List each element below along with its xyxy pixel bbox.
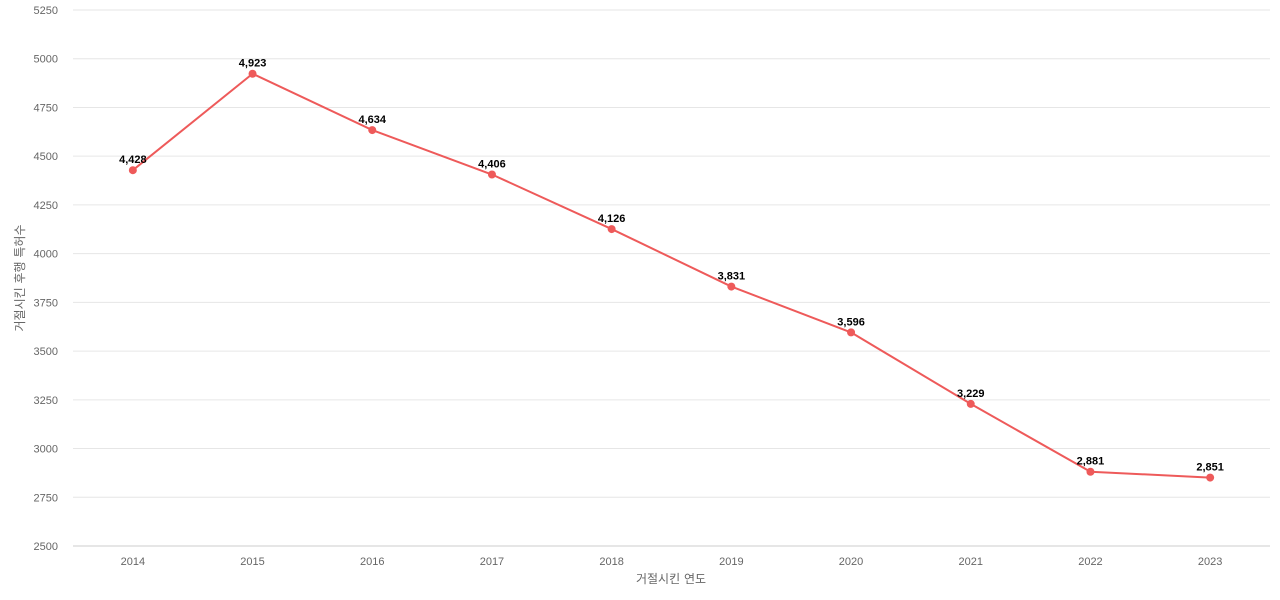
y-tick-label: 3000	[34, 444, 58, 456]
data-point[interactable]	[487, 170, 496, 179]
y-tick-label: 4250	[34, 200, 58, 212]
y-tick-label: 2500	[34, 541, 58, 553]
data-label: 4,126	[598, 213, 626, 225]
data-point[interactable]	[1086, 467, 1095, 476]
data-label: 4,406	[478, 159, 506, 171]
data-point[interactable]	[248, 69, 257, 78]
data-label: 2,851	[1196, 462, 1224, 474]
series-line	[132, 72, 1211, 479]
data-labels: 4,428 4,923 4,634 4,406 4,126 3,831 3,596 3,229…	[119, 58, 1224, 474]
data-point[interactable]	[727, 282, 736, 291]
x-tick-label: 2017	[480, 556, 504, 568]
x-tick-label: 2023	[1198, 556, 1222, 568]
data-point[interactable]	[368, 126, 377, 135]
data-point[interactable]	[966, 399, 975, 408]
x-tick-label: 2016	[360, 556, 384, 568]
y-tick-label: 2750	[34, 492, 58, 504]
data-label: 4,428	[119, 154, 147, 166]
gridlines	[73, 9, 1270, 547]
series-layer	[128, 69, 1215, 482]
y-tick-label: 5250	[34, 5, 58, 17]
x-tick-label: 2015	[240, 556, 264, 568]
y-tick-label: 4500	[34, 151, 58, 163]
x-tick-label: 2022	[1078, 556, 1102, 568]
x-axis-ticks: 2014 2015 2016 2017 2018 2019 2020 2021 2022 2023	[121, 556, 1223, 568]
y-tick-label: 3750	[34, 297, 58, 309]
data-label: 3,229	[957, 388, 985, 400]
data-label: 3,596	[837, 316, 865, 328]
y-tick-label: 4750	[34, 102, 58, 114]
y-tick-label: 4000	[34, 249, 58, 261]
x-axis-title: 거절시킨 연도	[636, 572, 706, 586]
data-point[interactable]	[1206, 473, 1215, 482]
data-label: 2,881	[1077, 456, 1105, 468]
data-point[interactable]	[847, 328, 856, 337]
x-tick-label: 2018	[599, 556, 623, 568]
x-tick-label: 2019	[719, 556, 743, 568]
x-tick-label: 2020	[839, 556, 863, 568]
data-label: 4,923	[239, 58, 267, 70]
y-tick-label: 3500	[34, 346, 58, 358]
y-tick-label: 3250	[34, 395, 58, 407]
x-tick-label: 2014	[121, 556, 145, 568]
data-label: 3,831	[718, 271, 746, 283]
data-point[interactable]	[607, 225, 616, 234]
y-axis-ticks: 2500 2750 3000 3250 3500 3750 4000 4250 4500 4750…	[34, 5, 58, 553]
y-axis-title: 거절시킨 후행 특허수	[12, 225, 27, 332]
data-point[interactable]	[128, 166, 137, 175]
data-label: 4,634	[358, 114, 386, 126]
x-tick-label: 2021	[959, 556, 983, 568]
y-tick-label: 5000	[34, 54, 58, 66]
